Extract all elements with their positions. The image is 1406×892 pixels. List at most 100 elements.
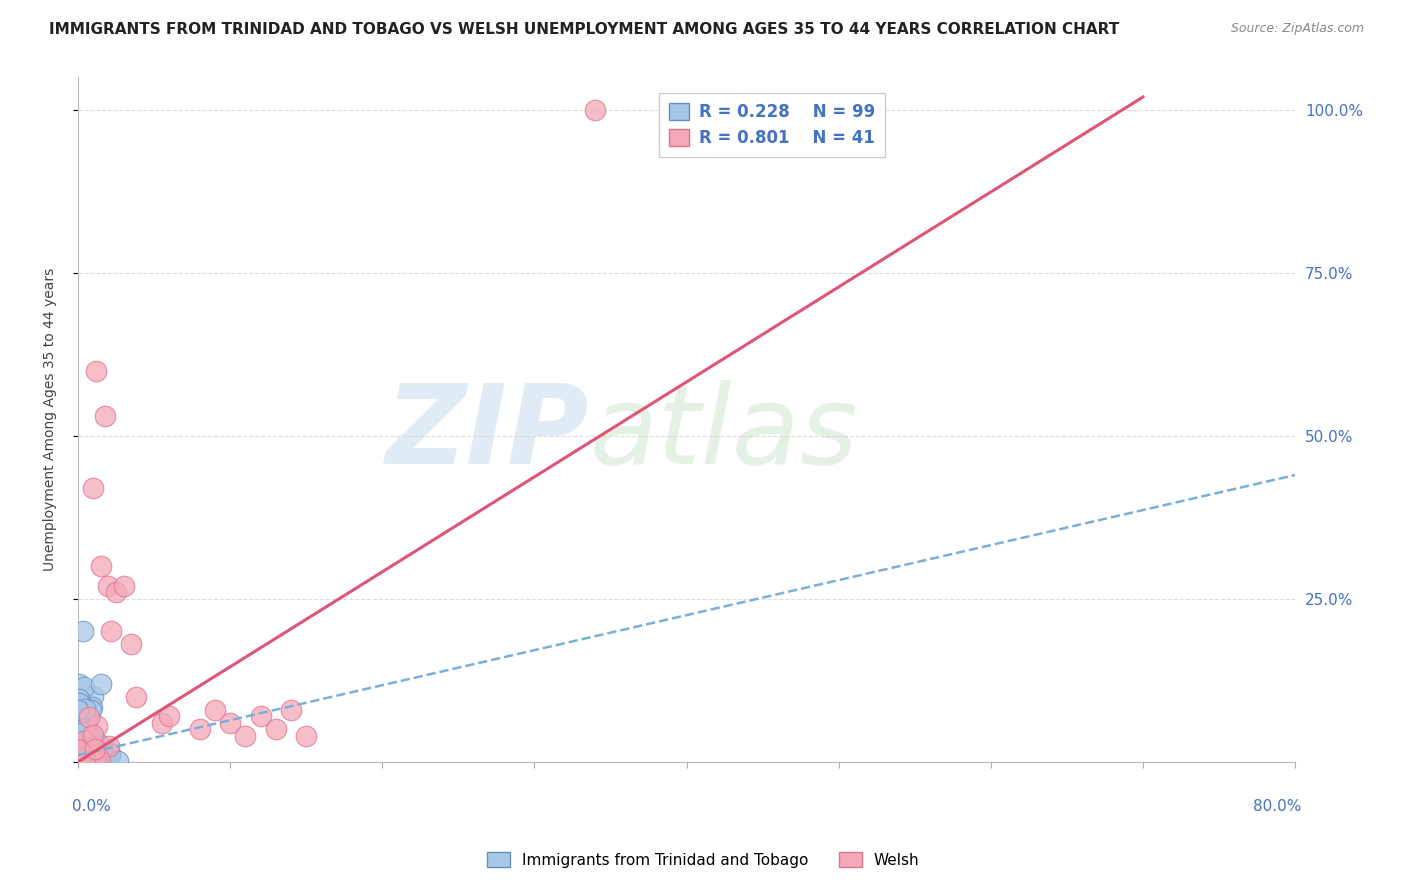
Point [70,704,93,718]
Point [67,722,90,736]
Point [264,722,287,736]
Point [67,753,90,767]
Point [67,696,90,710]
Point [67,703,90,717]
Point [67,748,90,763]
Point [249,709,271,723]
Point [80,700,103,714]
Point [69,717,91,731]
Point [73,745,96,759]
Point [70,708,93,723]
Point [125,690,148,704]
Y-axis label: Unemployment Among Ages 35 to 44 years: Unemployment Among Ages 35 to 44 years [44,268,58,571]
Point [67,728,90,742]
Point [98,747,121,761]
Point [69,742,91,756]
Point [94,752,117,766]
Point [76,745,98,759]
Point [83,751,105,765]
Point [82,481,104,495]
Text: atlas: atlas [589,380,858,487]
Text: IMMIGRANTS FROM TRINIDAD AND TOBAGO VS WELSH UNEMPLOYMENT AMONG AGES 35 TO 44 YE: IMMIGRANTS FROM TRINIDAD AND TOBAGO VS W… [49,22,1119,37]
Point [84,751,107,765]
Point [188,722,211,736]
Point [69,729,91,743]
Point [73,752,96,766]
Point [67,754,90,768]
Point [69,742,91,756]
Point [94,409,117,424]
Point [73,738,96,752]
Point [79,731,101,746]
Point [67,750,90,764]
Point [72,725,94,739]
Point [70,750,93,764]
Point [76,747,98,761]
Point [69,746,91,760]
Point [79,730,101,744]
Point [75,739,97,753]
Point [76,739,98,753]
Text: 0.0%: 0.0% [72,799,111,814]
Point [69,747,91,761]
Point [280,703,302,717]
Text: 80.0%: 80.0% [1253,799,1301,814]
Point [67,749,90,764]
Point [80,703,103,717]
Point [100,624,122,639]
Point [75,702,97,716]
Point [67,753,90,767]
Point [76,739,98,754]
Point [70,731,93,746]
Point [70,706,93,721]
Point [97,579,120,593]
Point [67,738,90,752]
Point [70,747,93,762]
Point [69,694,91,708]
Legend: R = 0.228    N = 99, R = 0.801    N = 41: R = 0.228 N = 99, R = 0.801 N = 41 [658,93,884,157]
Point [89,754,111,768]
Point [72,725,94,739]
Point [70,743,93,757]
Point [67,691,90,706]
Point [73,715,96,730]
Point [73,734,96,748]
Point [82,746,104,760]
Point [76,750,98,764]
Point [73,733,96,747]
Point [90,559,112,574]
Point [77,727,100,741]
Point [67,743,90,757]
Text: Source: ZipAtlas.com: Source: ZipAtlas.com [1230,22,1364,36]
Point [219,715,242,730]
Point [76,716,98,731]
Point [82,728,104,742]
Point [75,746,97,760]
Point [94,754,117,768]
Point [70,747,93,761]
Point [97,745,120,759]
Point [67,748,90,763]
Point [67,748,90,763]
Point [70,703,93,717]
Point [79,753,101,767]
Point [90,676,112,690]
Point [107,754,129,768]
Point [83,731,105,746]
Point [97,739,120,753]
Point [67,676,90,690]
Point [204,703,226,717]
Point [150,715,173,730]
Point [69,739,91,753]
Point [79,731,101,746]
Point [77,709,100,723]
Point [75,723,97,737]
Point [70,744,93,758]
Point [82,690,104,704]
Point [157,709,180,723]
Point [86,718,108,732]
Point [295,729,318,743]
Point [79,749,101,764]
Point [69,729,91,743]
Point [72,752,94,766]
